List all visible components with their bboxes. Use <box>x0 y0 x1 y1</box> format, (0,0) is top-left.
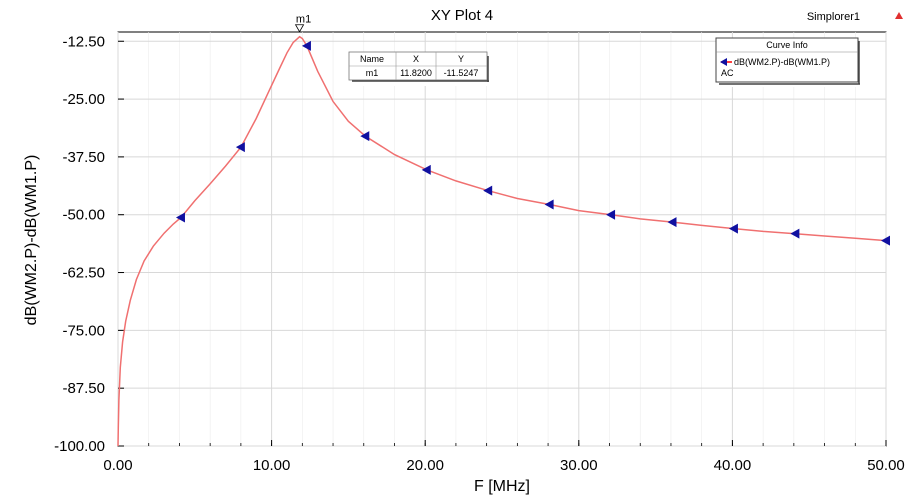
series-line-0 <box>117 35 887 447</box>
x-tick-label: 30.00 <box>560 457 598 474</box>
y-tick-label: -12.50 <box>62 33 105 50</box>
marker-layer <box>175 40 890 246</box>
y-tick-label: -75.00 <box>62 322 105 339</box>
marker-table[interactable]: Name X Y m1 11.8200 -11.5247 <box>348 51 489 86</box>
curve-layer <box>117 35 887 447</box>
data-point-marker <box>881 235 890 246</box>
marker-table-header-name: Name <box>360 54 384 64</box>
data-point-marker <box>421 164 431 175</box>
plot-title: XY Plot 4 <box>431 7 493 24</box>
marker-m1[interactable]: m1 <box>294 14 312 33</box>
data-point-marker <box>667 217 677 228</box>
marker-table-cell-y: -11.5247 <box>444 68 479 78</box>
data-point-marker <box>235 142 245 153</box>
data-point-marker <box>175 212 185 223</box>
legend-swatch-marker-icon <box>720 58 727 66</box>
y-tick-label: -50.00 <box>62 207 105 224</box>
y-axis-title: dB(WM2.P)-dB(WM1.P) <box>23 155 40 326</box>
y-tick-label: -100.00 <box>54 438 105 455</box>
data-point-marker <box>728 223 738 234</box>
x-tick-label: 10.00 <box>253 457 291 474</box>
x-axis-title: F [MHz] <box>474 478 530 495</box>
x-tick-label: 0.00 <box>103 457 132 474</box>
data-point-marker <box>544 199 554 210</box>
y-tick-label: -25.00 <box>62 91 105 108</box>
legend-entry-label: dB(WM2.P)-dB(WM1.P) <box>734 57 830 67</box>
curve-info-legend[interactable]: Curve Info dB(WM2.P)-dB(WM1.P) AC <box>715 37 860 87</box>
y-tick-label: -87.50 <box>62 380 105 397</box>
legend-title: Curve Info <box>766 40 808 50</box>
x-tick-label: 20.00 <box>406 457 444 474</box>
marker-m1-triangle-icon <box>294 24 305 33</box>
y-tick-label: -62.50 <box>62 265 105 282</box>
legend-entry-sub: AC <box>721 68 734 78</box>
data-point-marker <box>790 228 800 239</box>
warning-triangle-icon[interactable] <box>895 12 903 19</box>
marker-m1-label: m1 <box>296 14 311 26</box>
x-tick-label: 50.00 <box>867 457 905 474</box>
data-point-marker <box>360 131 370 142</box>
design-name[interactable]: Simplorer1 <box>807 11 860 23</box>
marker-table-cell-name: m1 <box>366 68 379 78</box>
data-point-marker <box>483 185 493 196</box>
marker-table-cell-x: 11.8200 <box>400 68 432 78</box>
plot-area <box>117 31 887 447</box>
marker-table-header-x: X <box>413 54 419 64</box>
axis-ticks: 0.00 10.00 20.00 30.00 40.00 50.00 -12.50 -25.0… <box>54 33 905 474</box>
y-tick-label: -37.50 <box>62 149 105 166</box>
data-point-marker <box>301 40 311 51</box>
data-point-marker <box>606 209 616 220</box>
x-tick-label: 40.00 <box>714 457 752 474</box>
marker-table-header-y: Y <box>458 54 464 64</box>
